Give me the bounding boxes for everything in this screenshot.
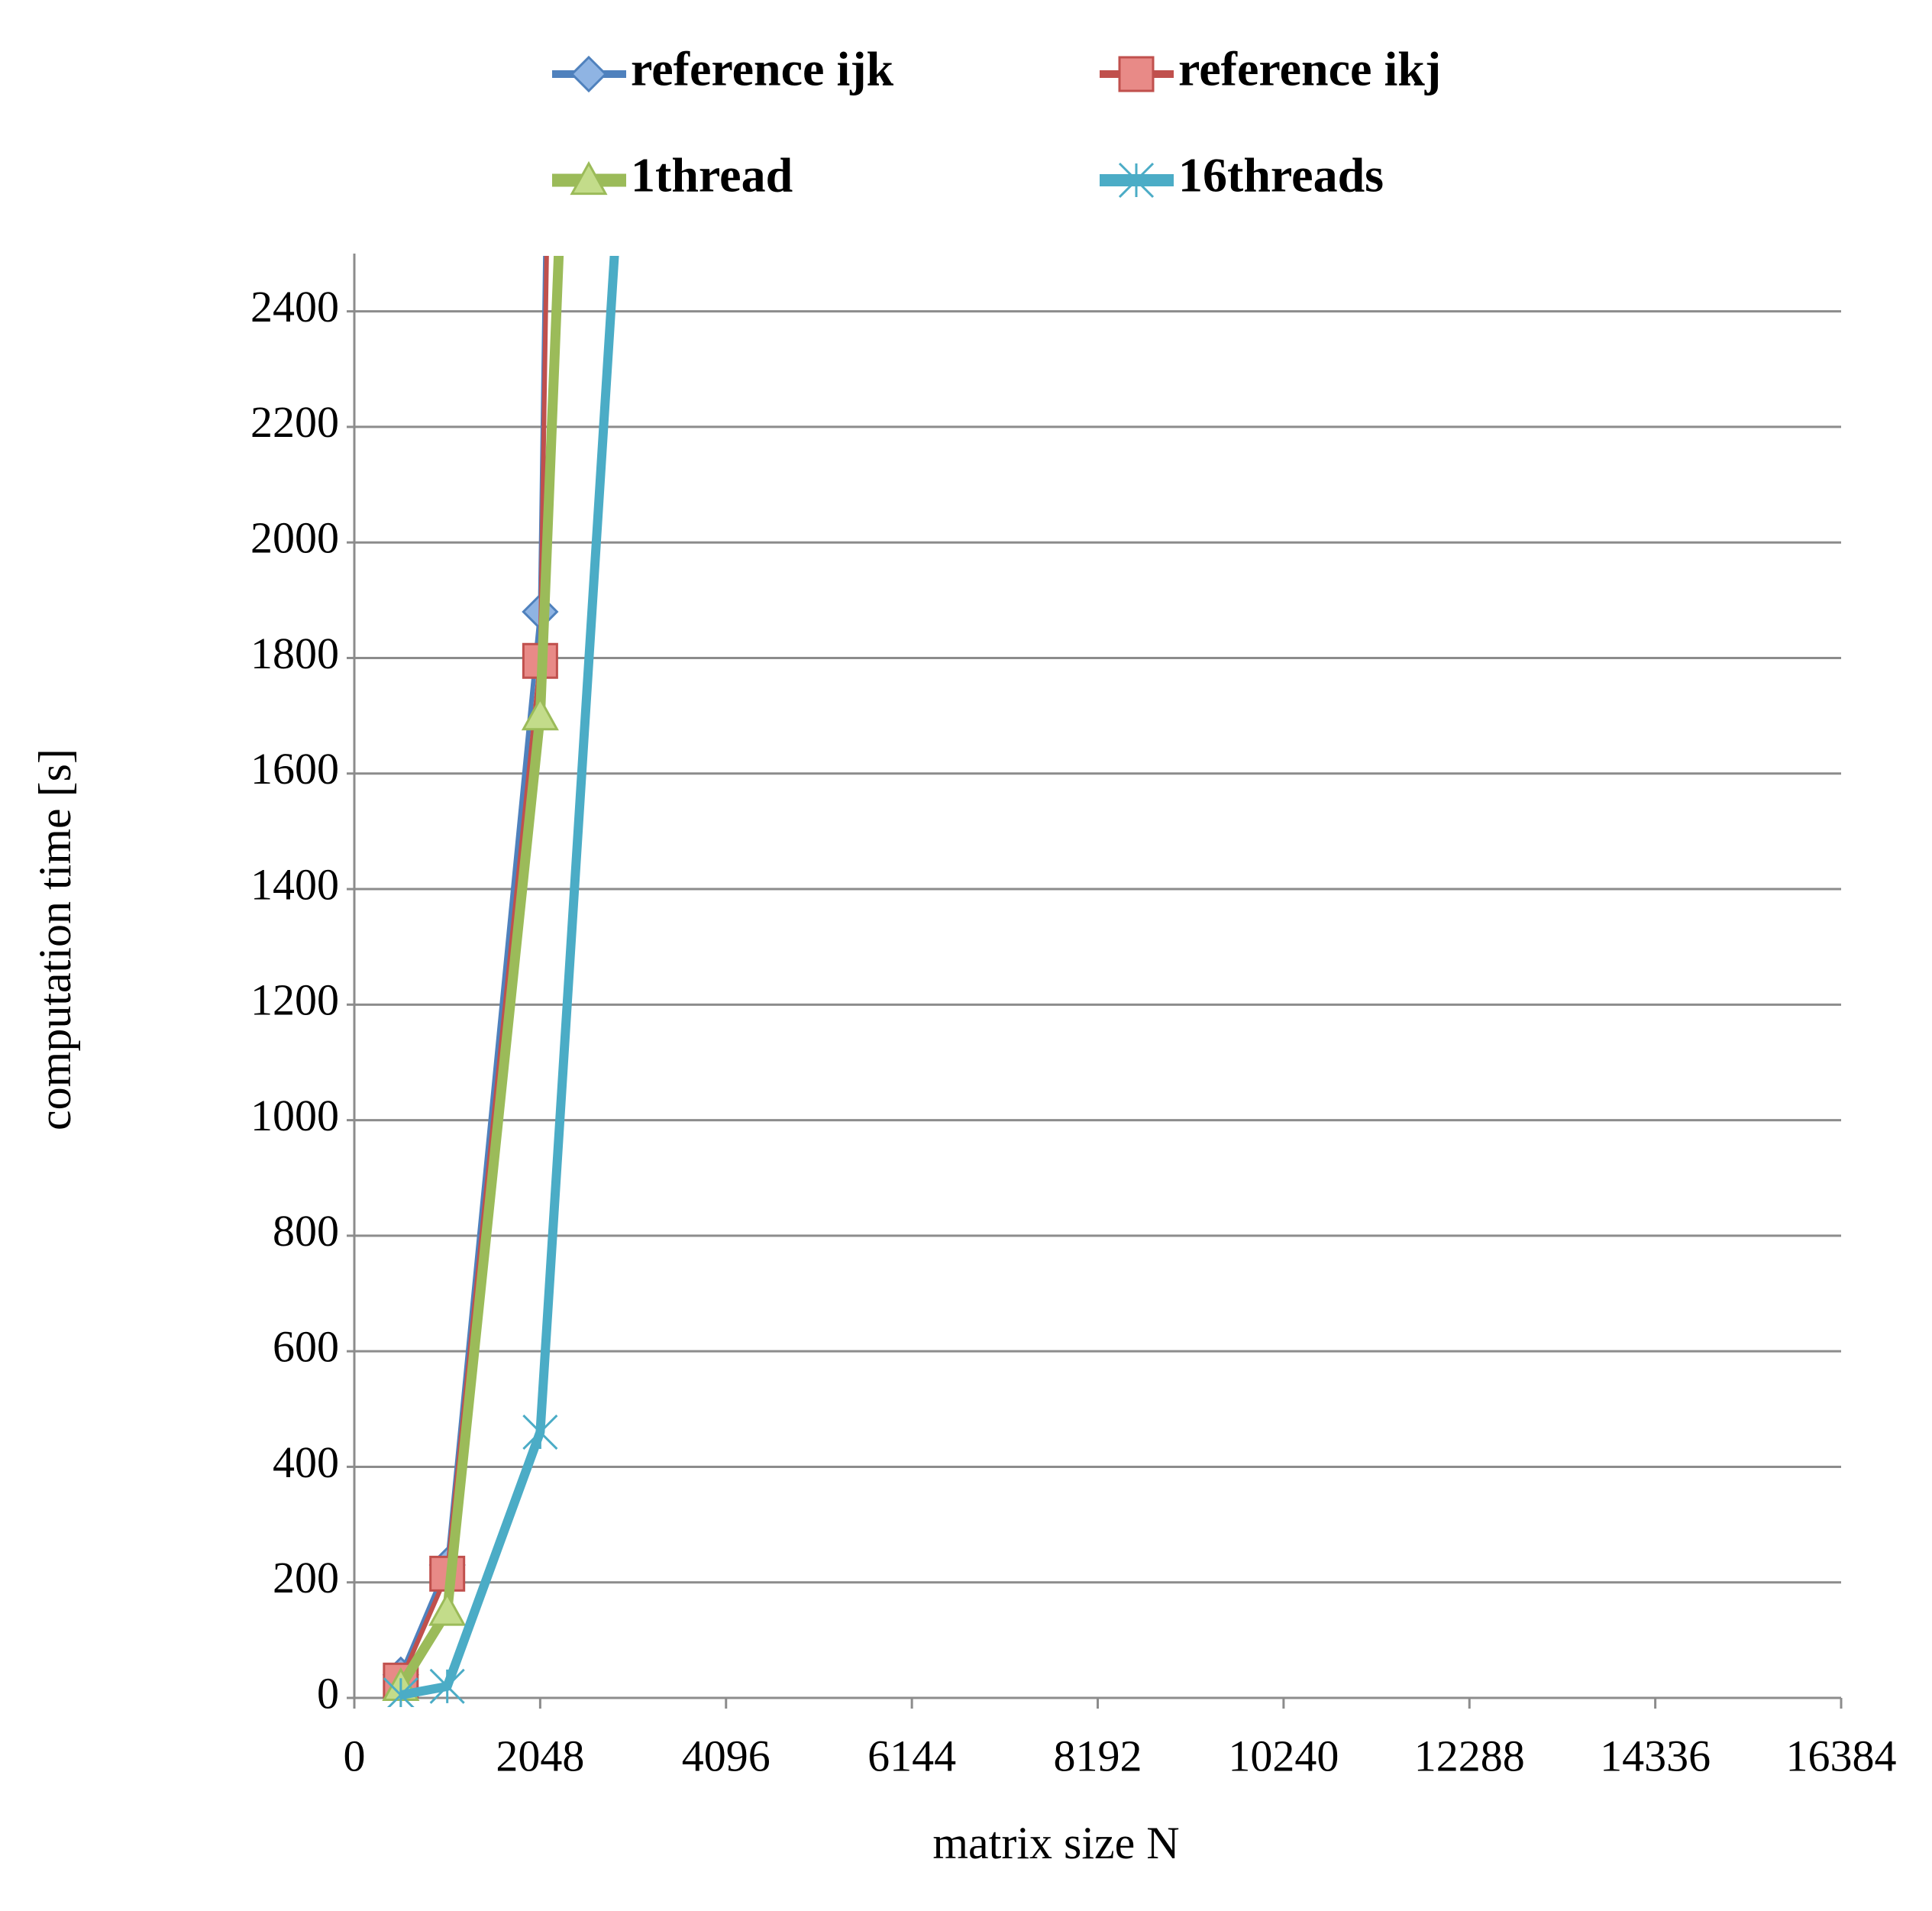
x-tick-label: 14336 xyxy=(1600,1731,1711,1780)
series-line xyxy=(399,256,548,1676)
x-tick-label: 2048 xyxy=(496,1731,584,1780)
marker xyxy=(429,1668,465,1704)
series-line xyxy=(399,256,619,1700)
y-tick-label: 1400 xyxy=(250,859,339,909)
x-tick-label: 8192 xyxy=(1054,1731,1142,1780)
plot-area xyxy=(382,256,619,1707)
marker xyxy=(383,1677,418,1707)
y-tick-label: 2000 xyxy=(250,513,339,563)
x-tick-label: 0 xyxy=(344,1731,366,1780)
y-tick-label: 1600 xyxy=(250,744,339,794)
legend-label: reference ikj xyxy=(1178,42,1441,96)
x-tick-label: 16384 xyxy=(1786,1731,1897,1780)
x-tick-label: 12288 xyxy=(1414,1731,1525,1780)
series-line xyxy=(396,256,564,1690)
marker xyxy=(521,697,559,731)
x-tick-label: 6144 xyxy=(867,1731,956,1780)
x-tick-label: 10240 xyxy=(1228,1731,1339,1780)
legend-label: 1thread xyxy=(631,148,793,202)
marker xyxy=(428,1592,467,1626)
y-tick-label: 600 xyxy=(273,1321,339,1371)
y-tick-label: 1800 xyxy=(250,629,339,678)
y-tick-label: 0 xyxy=(317,1668,339,1718)
y-tick-label: 1000 xyxy=(250,1091,339,1140)
legend-label: 16threads xyxy=(1178,148,1384,202)
legend-marker xyxy=(1118,56,1155,92)
y-tick-label: 400 xyxy=(273,1437,339,1487)
y-tick-label: 200 xyxy=(273,1553,339,1602)
x-tick-label: 4096 xyxy=(682,1731,771,1780)
legend-label: reference ijk xyxy=(631,42,894,96)
series-line xyxy=(399,256,549,1682)
y-axis-title: computation time [s] xyxy=(30,749,80,1130)
y-tick-label: 2400 xyxy=(250,282,339,331)
y-tick-label: 2200 xyxy=(250,397,339,447)
x-axis-title: matrix size N xyxy=(932,1818,1179,1868)
y-tick-label: 800 xyxy=(273,1206,339,1256)
legend-marker xyxy=(1118,162,1155,199)
legend-marker xyxy=(570,160,608,196)
legend-marker xyxy=(570,55,608,93)
marker xyxy=(522,1414,558,1450)
y-tick-label: 1200 xyxy=(250,975,339,1025)
